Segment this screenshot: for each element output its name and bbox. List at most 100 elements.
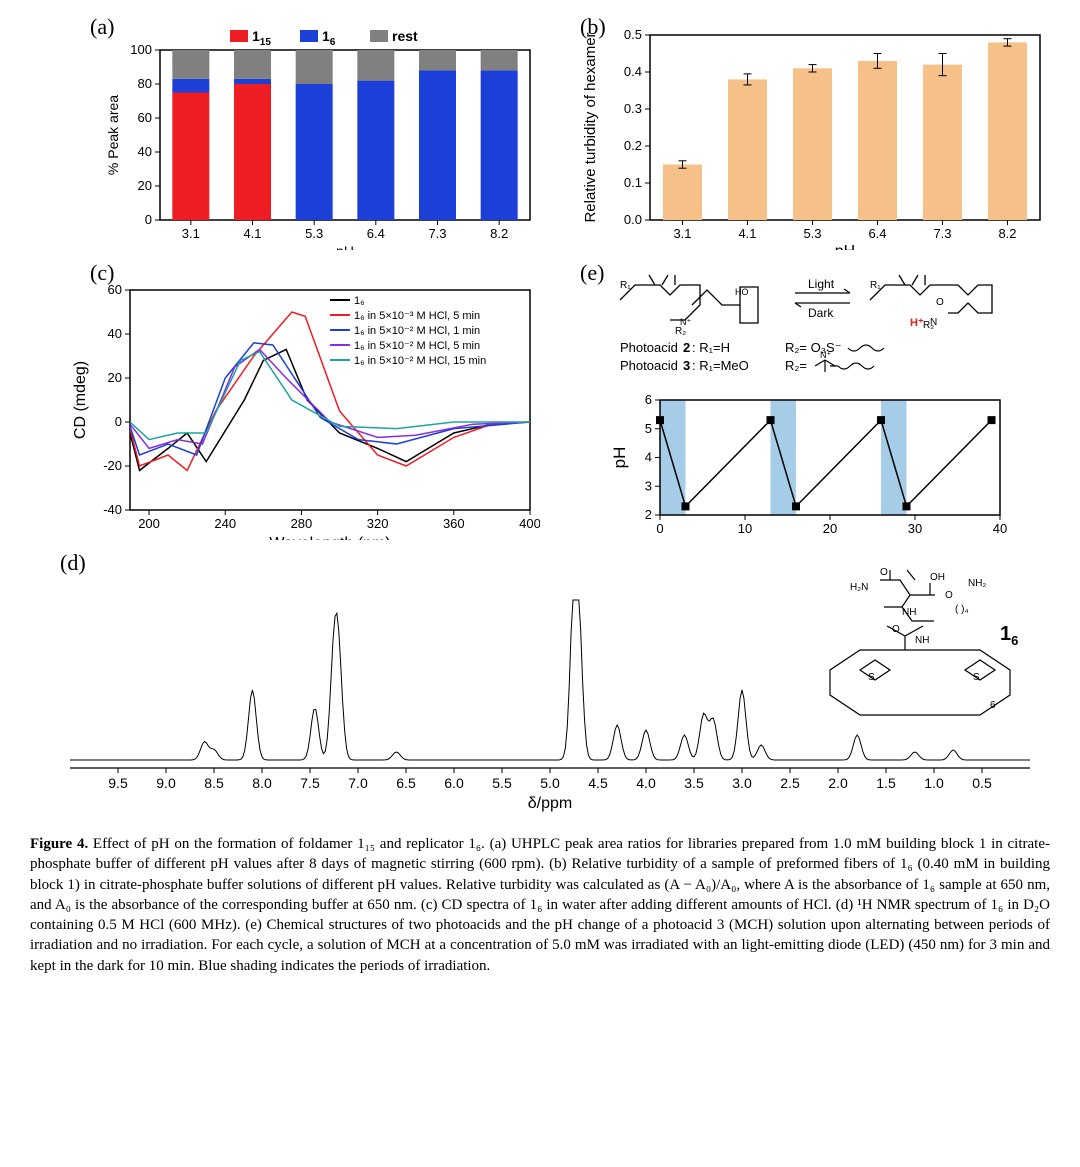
svg-text:7.0: 7.0	[348, 775, 368, 791]
svg-text:5.0: 5.0	[540, 775, 560, 791]
svg-text:Photoacid: Photoacid	[620, 358, 678, 373]
svg-text:3: 3	[645, 478, 652, 493]
panel-e-label: (e)	[580, 260, 604, 286]
svg-text:1₆ in 5×10⁻³ M HCl, 5 min: 1₆ in 5×10⁻³ M HCl, 5 min	[354, 310, 480, 322]
svg-text:3.5: 3.5	[684, 775, 704, 791]
svg-text:20: 20	[108, 370, 122, 385]
svg-text:400: 400	[519, 516, 540, 531]
svg-text:1.5: 1.5	[876, 775, 896, 791]
svg-text:4: 4	[645, 450, 652, 465]
svg-text:0: 0	[656, 521, 663, 536]
svg-text:115: 115	[252, 28, 271, 48]
svg-text:O: O	[892, 624, 900, 635]
svg-text:Time (min): Time (min)	[790, 538, 871, 540]
svg-text:Dark: Dark	[808, 306, 834, 320]
svg-text:320: 320	[367, 516, 389, 531]
svg-text:20: 20	[138, 178, 152, 193]
svg-text:Photoacid: Photoacid	[620, 340, 678, 355]
svg-text:1₆ in 5×10⁻² M HCl, 1 min: 1₆ in 5×10⁻² M HCl, 1 min	[354, 325, 480, 337]
svg-text:: R₁=MeO: : R₁=MeO	[692, 358, 749, 373]
chart-d: 0.51.01.52.02.53.03.54.04.55.05.56.06.57…	[30, 550, 1050, 820]
svg-text:2: 2	[645, 507, 652, 522]
svg-text:200: 200	[138, 516, 160, 531]
panel-d: (d) 0.51.01.52.02.53.03.54.04.55.05.56.0…	[30, 550, 1050, 820]
svg-text:7.3: 7.3	[428, 226, 446, 241]
svg-text:NH₂: NH₂	[968, 578, 986, 589]
svg-text:8.0: 8.0	[252, 775, 272, 791]
svg-text:6: 6	[645, 392, 652, 407]
svg-text:2.5: 2.5	[780, 775, 800, 791]
svg-text:rest: rest	[392, 28, 418, 44]
chart-a: 0204060801003.14.15.36.47.38.2pH% Peak a…	[30, 20, 540, 250]
svg-text:Wavelength (nm): Wavelength (nm)	[269, 535, 390, 540]
panel-d-label: (d)	[60, 550, 86, 576]
svg-text:S: S	[973, 672, 980, 683]
svg-text:CD (mdeg): CD (mdeg)	[72, 361, 89, 439]
svg-text:0.2: 0.2	[624, 138, 642, 153]
svg-text:20: 20	[823, 521, 837, 536]
svg-text:O: O	[880, 567, 888, 578]
svg-text:( )₄: ( )₄	[955, 604, 969, 615]
svg-text:0: 0	[145, 212, 152, 227]
svg-text:8.5: 8.5	[204, 775, 224, 791]
chart-c: 200240280320360400-40-200204060Wavelengt…	[30, 260, 540, 540]
svg-text:9.0: 9.0	[156, 775, 176, 791]
svg-text:40: 40	[993, 521, 1007, 536]
svg-text:60: 60	[138, 110, 152, 125]
panel-c-label: (c)	[90, 260, 114, 286]
svg-text:2: 2	[683, 340, 690, 355]
svg-text:N: N	[930, 317, 937, 328]
panel-e: (e) N⁺HOR₁R₂LightDarkR₁R₂H⁺ONPhotoacid 2…	[560, 260, 1050, 540]
svg-text:5.5: 5.5	[492, 775, 512, 791]
svg-text:6: 6	[990, 700, 996, 711]
svg-text:5.3: 5.3	[803, 226, 821, 241]
svg-text:R₁: R₁	[620, 280, 631, 291]
svg-text:S: S	[868, 672, 875, 683]
svg-text:0.5: 0.5	[624, 27, 642, 42]
svg-text:H⁺: H⁺	[910, 317, 924, 329]
svg-text:R₁: R₁	[870, 280, 881, 291]
svg-text:: R₁=H: : R₁=H	[692, 340, 730, 355]
svg-text:pH: pH	[610, 447, 629, 469]
row-2: (c) 200240280320360400-40-200204060Wavel…	[30, 260, 1050, 540]
svg-text:NH: NH	[902, 607, 916, 618]
svg-text:0.4: 0.4	[624, 64, 642, 79]
svg-text:HO: HO	[735, 287, 749, 297]
svg-text:0.5: 0.5	[972, 775, 992, 791]
svg-text:δ/ppm: δ/ppm	[528, 795, 572, 812]
svg-text:0.3: 0.3	[624, 101, 642, 116]
svg-text:8.2: 8.2	[998, 226, 1016, 241]
svg-text:N⁺: N⁺	[820, 350, 831, 360]
svg-text:6.4: 6.4	[367, 226, 385, 241]
svg-text:pH: pH	[336, 243, 354, 250]
row-1: (a) 0204060801003.14.15.36.47.38.2pH% Pe…	[30, 20, 1050, 250]
svg-text:0.0: 0.0	[624, 212, 642, 227]
svg-text:3.1: 3.1	[673, 226, 691, 241]
svg-text:R₂=: R₂=	[785, 358, 807, 373]
svg-text:O: O	[945, 590, 953, 601]
svg-text:6.4: 6.4	[868, 226, 886, 241]
svg-text:1₆ in 5×10⁻² M HCl, 15 min: 1₆ in 5×10⁻² M HCl, 15 min	[354, 355, 486, 367]
svg-text:OH: OH	[930, 572, 945, 583]
panel-a: (a) 0204060801003.14.15.36.47.38.2pH% Pe…	[30, 20, 540, 250]
panel-b-label: (b)	[580, 14, 606, 40]
svg-text:2.0: 2.0	[828, 775, 848, 791]
svg-text:4.0: 4.0	[636, 775, 656, 791]
svg-text:0.1: 0.1	[624, 175, 642, 190]
svg-text:3.0: 3.0	[732, 775, 752, 791]
svg-text:4.1: 4.1	[243, 226, 261, 241]
svg-text:3.1: 3.1	[182, 226, 200, 241]
svg-text:R₂= O₃S⁻: R₂= O₃S⁻	[785, 340, 842, 355]
svg-text:Light: Light	[808, 277, 835, 291]
svg-text:1.0: 1.0	[924, 775, 944, 791]
svg-text:6.5: 6.5	[396, 775, 416, 791]
svg-text:5.3: 5.3	[305, 226, 323, 241]
svg-text:16: 16	[1000, 623, 1018, 648]
panel-a-label: (a)	[90, 14, 114, 40]
svg-text:0: 0	[115, 414, 122, 429]
chart-e: N⁺HOR₁R₂LightDarkR₁R₂H⁺ONPhotoacid 2: R₁…	[560, 260, 1050, 540]
svg-text:R₂: R₂	[675, 326, 686, 337]
figure-caption: Figure 4. Effect of pH on the formation …	[30, 834, 1050, 976]
svg-text:7.5: 7.5	[300, 775, 320, 791]
svg-text:40: 40	[108, 326, 122, 341]
